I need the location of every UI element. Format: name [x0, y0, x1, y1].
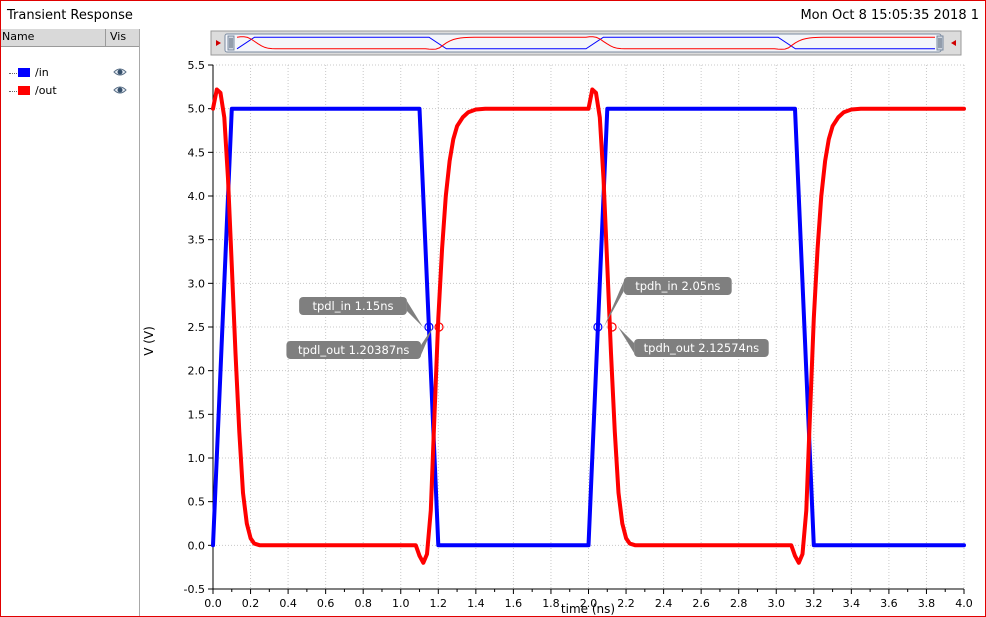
legend-swatch-in [18, 68, 30, 77]
legend-label-out: /out [35, 84, 57, 97]
marker-label-box[interactable] [286, 341, 422, 359]
marker-point[interactable] [607, 322, 617, 332]
y-tick-label: 3.5 [188, 234, 206, 247]
marker-point[interactable] [593, 322, 603, 332]
legend-header-name[interactable]: Name [2, 30, 35, 43]
y-tick-label: 0.0 [188, 539, 206, 552]
marker-pointer [603, 281, 624, 327]
eye-icon[interactable] [113, 66, 127, 81]
x-tick-label: 3.8 [918, 597, 936, 610]
x-tick-labels: 0.0 0.2 0.4 0.6 0.8 1.0 1.2 1.4 1.6 1.8 2.0 2.2 2.4 2… [204, 597, 973, 610]
y-tick-label: 4.0 [188, 190, 206, 203]
marker-pointer [406, 301, 423, 327]
x-tick-label: 4.0 [955, 597, 973, 610]
y-tick-label: 0.5 [188, 496, 206, 509]
x-tick-label: 2.4 [655, 597, 673, 610]
legend-swatch-out [18, 86, 30, 95]
y-tick-label: 2.0 [188, 365, 206, 378]
x-tick-label: 3.2 [805, 597, 823, 610]
legend-label-in: /in [35, 66, 49, 79]
marker-pointer [421, 327, 434, 355]
x-tick-label: 1.4 [467, 597, 485, 610]
marker-label-box[interactable] [299, 297, 407, 315]
window-title: Transient Response [7, 8, 133, 23]
y-tick-label: 1.5 [188, 408, 206, 421]
eye-icon[interactable] [113, 84, 127, 99]
x-tick-label: 0.4 [279, 597, 297, 610]
overview-grip-right-icon[interactable] [936, 35, 944, 51]
series-layer [211, 87, 966, 565]
y-tick-label: 1.0 [188, 452, 206, 465]
marker-point[interactable] [424, 322, 434, 332]
x-tick-label: 2.2 [617, 597, 635, 610]
legend-header-separator [105, 29, 106, 46]
x-tick-label: 0.0 [204, 597, 222, 610]
x-tick-label: 2.0 [580, 597, 598, 610]
x-tick-label: 3.0 [768, 597, 786, 610]
legend-header-vis[interactable]: Vis [110, 30, 127, 43]
waveform-chart: tpdl_in 1.15ns tpdl_out 1.20387ns tpdh_in … [142, 30, 973, 615]
y-axis-label: V (V) [142, 326, 156, 356]
tree-connector [9, 91, 17, 92]
x-tick-label: 3.4 [843, 597, 861, 610]
overview-scrollbar[interactable] [210, 30, 962, 56]
y-tick-label: 5.0 [188, 103, 206, 116]
marker-label: tpdl_in 1.15ns [312, 299, 393, 313]
overview-traces [236, 36, 935, 50]
marker-label-box[interactable] [634, 339, 769, 357]
plot-frame [208, 64, 965, 594]
marker-label: tpdh_out 2.12574ns [644, 341, 759, 355]
x-tick-label: 3.6 [880, 597, 898, 610]
y-tick-label: 5.5 [188, 59, 206, 72]
x-tick-label: 0.2 [242, 597, 259, 610]
marker-pointer [618, 327, 635, 353]
y-tick-labels: -0.5 0.0 0.5 1.0 1.5 2.0 2.5 3.0 3.5 4.0 4.5 5.0 5.5 [184, 59, 205, 596]
overview-grip-left-icon[interactable] [227, 35, 235, 51]
series-line-in[interactable] [211, 106, 966, 548]
x-tick-label: 2.8 [730, 597, 748, 610]
x-tick-label: 1.6 [505, 597, 523, 610]
x-axis-label: time (ns) [561, 602, 615, 615]
legend-panel: Name Vis /in /out [1, 29, 140, 616]
x-tick-label: 0.8 [354, 597, 372, 610]
window-datetime: Mon Oct 8 15:05:35 2018 1 [800, 8, 979, 23]
y-tick-label: 2.5 [188, 321, 206, 334]
series-line-out[interactable] [211, 87, 966, 565]
y-tick-label: 3.0 [188, 277, 206, 290]
marker-label-box[interactable] [623, 277, 732, 295]
y-tick-label: 4.5 [188, 146, 206, 159]
x-tick-label: 2.6 [692, 597, 710, 610]
x-tick-label: 0.6 [317, 597, 335, 610]
x-tick-label: 1.0 [392, 597, 410, 610]
scroll-left-icon[interactable] [216, 40, 221, 46]
tree-connector [9, 73, 17, 74]
scroll-right-icon[interactable] [951, 40, 956, 46]
marker-point[interactable] [434, 322, 444, 332]
legend-header: Name Vis [1, 29, 139, 47]
overview-trace-in [236, 36, 935, 50]
marker-label: tpdl_out 1.20387ns [298, 343, 409, 357]
y-tick-label: -0.5 [184, 583, 205, 596]
x-tick-label: 1.8 [542, 597, 560, 610]
marker-layer: tpdl_in 1.15ns tpdl_out 1.20387ns tpdh_in … [286, 277, 769, 359]
overview-trace-out [236, 36, 935, 50]
x-tick-label: 1.2 [430, 597, 448, 610]
marker-label: tpdh_in 2.05ns [635, 279, 720, 293]
